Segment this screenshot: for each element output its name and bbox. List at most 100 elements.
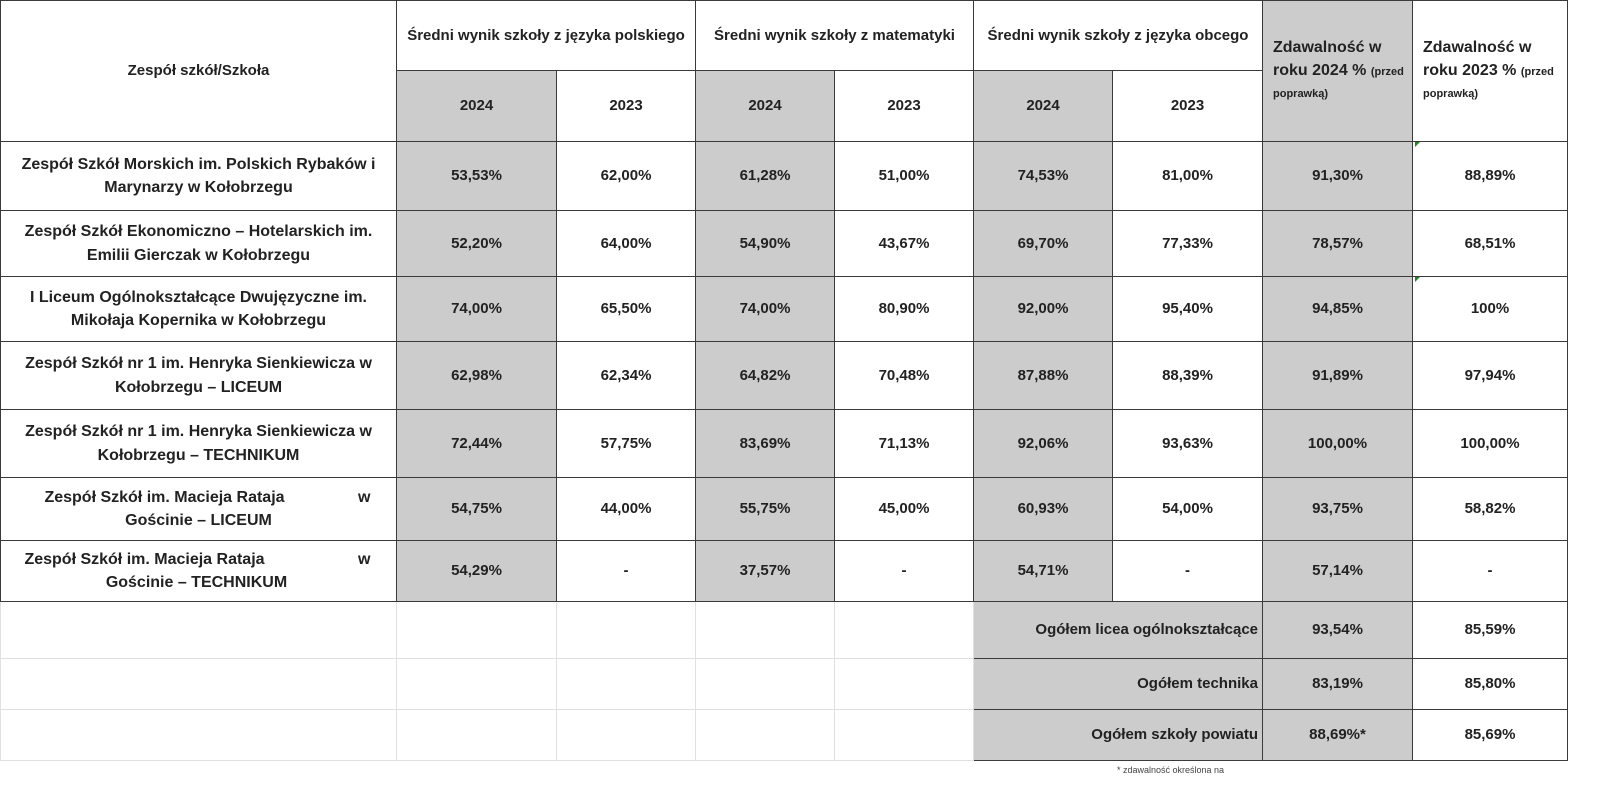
cell-pass-2024[interactable]: 100,00% xyxy=(1262,409,1413,478)
cell-school[interactable]: Zespół Szkół im. Macieja Rataja w Gościn… xyxy=(0,477,397,541)
cell-polish-2024[interactable]: 72,44% xyxy=(396,409,557,478)
empty-cell[interactable] xyxy=(834,658,974,710)
empty-cell[interactable] xyxy=(695,658,835,710)
cell-foreign-2024[interactable]: 74,53% xyxy=(973,141,1113,211)
cell-polish-2023[interactable]: 44,00% xyxy=(556,477,696,541)
total-label[interactable]: Ogółem licea ogólnokształcące xyxy=(973,601,1263,659)
cell-pass-2024[interactable]: 91,89% xyxy=(1262,341,1413,410)
empty-cell[interactable] xyxy=(556,658,696,710)
empty-cell[interactable] xyxy=(396,709,557,761)
cell-math-2023[interactable]: 80,90% xyxy=(834,276,974,342)
comment-marker[interactable] xyxy=(1415,277,1420,282)
cell-pass-2023[interactable]: - xyxy=(1412,540,1568,602)
empty-cell[interactable] xyxy=(556,709,696,761)
empty-cell[interactable] xyxy=(695,601,835,659)
total-pass-2023[interactable]: 85,59% xyxy=(1412,601,1568,659)
total-pass-2023[interactable]: 85,80% xyxy=(1412,658,1568,710)
header-pass-2024[interactable]: Zdawalność w roku 2024 % (przed poprawką… xyxy=(1262,0,1413,142)
cell-math-2024[interactable]: 37,57% xyxy=(695,540,835,602)
cell-school[interactable]: Zespół Szkół nr 1 im. Henryka Sienkiewic… xyxy=(0,409,397,478)
cell-foreign-2023[interactable]: 77,33% xyxy=(1112,210,1263,277)
cell-pass-2023[interactable]: 97,94% xyxy=(1412,341,1568,410)
cell-foreign-2023[interactable]: 54,00% xyxy=(1112,477,1263,541)
header-foreign-2024[interactable]: 2024 xyxy=(973,70,1113,142)
cell-polish-2023[interactable]: 57,75% xyxy=(556,409,696,478)
empty-cell[interactable] xyxy=(0,601,397,659)
cell-math-2023[interactable]: 71,13% xyxy=(834,409,974,478)
cell-foreign-2023[interactable]: - xyxy=(1112,540,1263,602)
cell-pass-2024[interactable]: 78,57% xyxy=(1262,210,1413,277)
cell-pass-2023[interactable]: 58,82% xyxy=(1412,477,1568,541)
total-pass-2024[interactable]: 83,19% xyxy=(1262,658,1413,710)
cell-pass-2023[interactable]: 100,00% xyxy=(1412,409,1568,478)
cell-foreign-2024[interactable]: 69,70% xyxy=(973,210,1113,277)
cell-polish-2024[interactable]: 62,98% xyxy=(396,341,557,410)
cell-polish-2024[interactable]: 74,00% xyxy=(396,276,557,342)
header-polish-2024[interactable]: 2024 xyxy=(396,70,557,142)
cell-foreign-2023[interactable]: 81,00% xyxy=(1112,141,1263,211)
cell-math-2023[interactable]: - xyxy=(834,540,974,602)
cell-math-2024[interactable]: 64,82% xyxy=(695,341,835,410)
cell-pass-2024[interactable]: 57,14% xyxy=(1262,540,1413,602)
cell-pass-2023[interactable]: 68,51% xyxy=(1412,210,1568,277)
empty-cell[interactable] xyxy=(695,709,835,761)
header-math[interactable]: Średni wynik szkoły z matematyki xyxy=(695,0,974,71)
header-foreign-2023[interactable]: 2023 xyxy=(1112,70,1263,142)
cell-foreign-2024[interactable]: 92,06% xyxy=(973,409,1113,478)
cell-math-2023[interactable]: 45,00% xyxy=(834,477,974,541)
header-foreign[interactable]: Średni wynik szkoły z języka obcego xyxy=(973,0,1263,71)
header-math-2023[interactable]: 2023 xyxy=(834,70,974,142)
cell-math-2023[interactable]: 51,00% xyxy=(834,141,974,211)
cell-pass-2023[interactable]: 88,89% xyxy=(1412,141,1568,211)
cell-school[interactable]: Zespół Szkół Ekonomiczno – Hotelarskich … xyxy=(0,210,397,277)
cell-math-2023[interactable]: 43,67% xyxy=(834,210,974,277)
header-polish[interactable]: Średni wynik szkoły z języka polskiego xyxy=(396,0,696,71)
cell-pass-2024[interactable]: 91,30% xyxy=(1262,141,1413,211)
cell-polish-2024[interactable]: 52,20% xyxy=(396,210,557,277)
cell-foreign-2023[interactable]: 95,40% xyxy=(1112,276,1263,342)
cell-foreign-2023[interactable]: 93,63% xyxy=(1112,409,1263,478)
cell-school[interactable]: Zespół Szkół Morskich im. Polskich Rybak… xyxy=(0,141,397,211)
cell-school[interactable]: I Liceum Ogólnokształcące Dwujęzyczne im… xyxy=(0,276,397,342)
total-pass-2024[interactable]: 93,54% xyxy=(1262,601,1413,659)
cell-foreign-2024[interactable]: 54,71% xyxy=(973,540,1113,602)
total-label[interactable]: Ogółem technika xyxy=(973,658,1263,710)
empty-cell[interactable] xyxy=(0,658,397,710)
empty-cell[interactable] xyxy=(396,601,557,659)
empty-cell[interactable] xyxy=(0,709,397,761)
header-school[interactable]: Zespół szkół/Szkoła xyxy=(0,0,397,142)
total-pass-2024[interactable]: 88,69%* xyxy=(1262,709,1413,761)
cell-foreign-2023[interactable]: 88,39% xyxy=(1112,341,1263,410)
cell-pass-2024[interactable]: 94,85% xyxy=(1262,276,1413,342)
cell-polish-2023[interactable]: 65,50% xyxy=(556,276,696,342)
cell-math-2023[interactable]: 70,48% xyxy=(834,341,974,410)
total-label[interactable]: Ogółem szkoły powiatu xyxy=(973,709,1263,761)
cell-foreign-2024[interactable]: 60,93% xyxy=(973,477,1113,541)
total-pass-2023[interactable]: 85,69% xyxy=(1412,709,1568,761)
cell-math-2024[interactable]: 54,90% xyxy=(695,210,835,277)
comment-marker[interactable] xyxy=(1415,142,1420,147)
cell-polish-2023[interactable]: 64,00% xyxy=(556,210,696,277)
cell-polish-2024[interactable]: 54,29% xyxy=(396,540,557,602)
cell-math-2024[interactable]: 61,28% xyxy=(695,141,835,211)
empty-cell[interactable] xyxy=(396,658,557,710)
cell-school[interactable]: Zespół Szkół nr 1 im. Henryka Sienkiewic… xyxy=(0,341,397,410)
cell-polish-2023[interactable]: 62,34% xyxy=(556,341,696,410)
cell-foreign-2024[interactable]: 87,88% xyxy=(973,341,1113,410)
cell-math-2024[interactable]: 55,75% xyxy=(695,477,835,541)
cell-math-2024[interactable]: 83,69% xyxy=(695,409,835,478)
cell-polish-2023[interactable]: 62,00% xyxy=(556,141,696,211)
empty-cell[interactable] xyxy=(834,601,974,659)
cell-pass-2023[interactable]: 100% xyxy=(1412,276,1568,342)
cell-pass-2024[interactable]: 93,75% xyxy=(1262,477,1413,541)
empty-cell[interactable] xyxy=(556,601,696,659)
cell-school[interactable]: Zespół Szkół im. Macieja Rataja w Gościn… xyxy=(0,540,397,602)
header-pass-2023[interactable]: Zdawalność w roku 2023 % (przed poprawką… xyxy=(1412,0,1568,142)
cell-polish-2024[interactable]: 53,53% xyxy=(396,141,557,211)
header-polish-2023[interactable]: 2023 xyxy=(556,70,696,142)
header-math-2024[interactable]: 2024 xyxy=(695,70,835,142)
cell-polish-2024[interactable]: 54,75% xyxy=(396,477,557,541)
empty-cell[interactable] xyxy=(834,709,974,761)
cell-foreign-2024[interactable]: 92,00% xyxy=(973,276,1113,342)
cell-math-2024[interactable]: 74,00% xyxy=(695,276,835,342)
